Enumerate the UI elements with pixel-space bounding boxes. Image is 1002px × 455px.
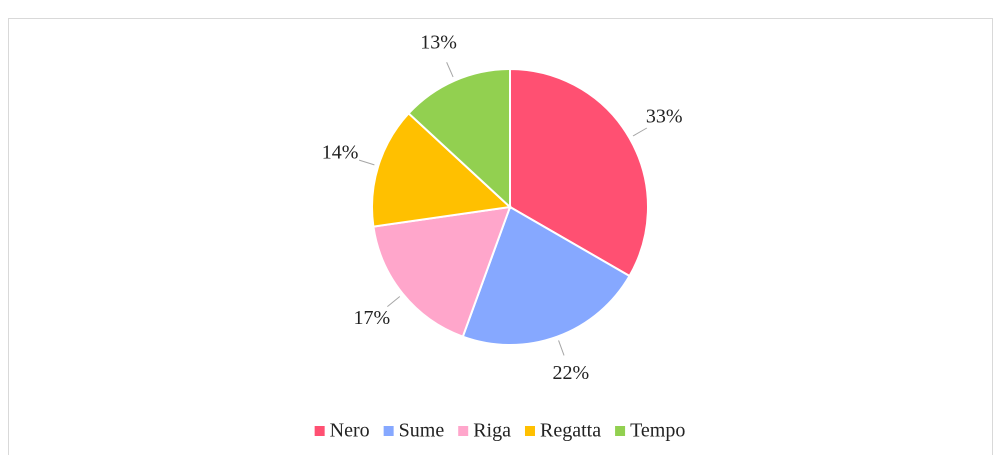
legend-label: Tempo bbox=[630, 420, 685, 442]
data-label: 14% bbox=[322, 142, 359, 164]
data-label: 22% bbox=[553, 362, 590, 384]
legend-swatch bbox=[458, 426, 469, 436]
leader-line bbox=[446, 62, 454, 78]
legend-label: Nero bbox=[330, 420, 370, 442]
leader-line bbox=[558, 340, 565, 356]
leader-line bbox=[358, 159, 375, 166]
legend-label: Regatta bbox=[540, 420, 601, 442]
pie-slice bbox=[407, 67, 511, 210]
pie-slice bbox=[461, 205, 631, 346]
data-label: 17% bbox=[354, 307, 391, 329]
leader-line bbox=[387, 296, 401, 308]
pie-slice bbox=[371, 111, 513, 228]
chart-border bbox=[8, 18, 993, 455]
pie-slice bbox=[509, 67, 649, 278]
legend-label: Riga bbox=[473, 420, 511, 442]
data-label: 13% bbox=[420, 32, 457, 54]
legend-swatch bbox=[383, 426, 394, 436]
legend-swatch bbox=[524, 426, 535, 436]
leader-line bbox=[632, 127, 648, 137]
data-label: 33% bbox=[646, 106, 683, 128]
legend-label: Sume bbox=[399, 420, 445, 442]
legend-swatch bbox=[314, 426, 325, 436]
pie-slice bbox=[372, 205, 512, 338]
legend-swatch bbox=[615, 426, 626, 436]
